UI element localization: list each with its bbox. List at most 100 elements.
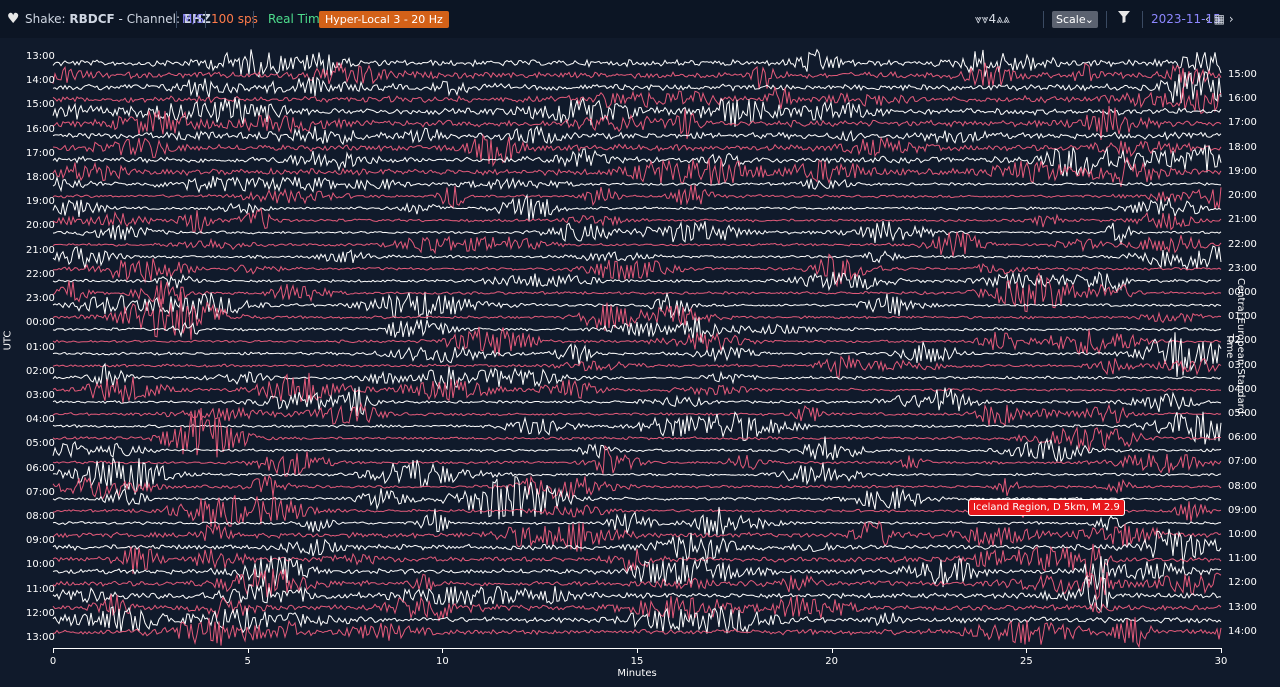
chevron-right-icon[interactable]: › (1228, 12, 1234, 26)
seismogram-trace (52, 436, 1222, 464)
heart-icon[interactable]: ♥ (7, 11, 20, 27)
cet-tick-label: 15:00 (1228, 69, 1257, 81)
seismogram-trace (52, 326, 1222, 356)
units-toggle[interactable]: M/S (182, 12, 205, 26)
zoom-navigation: ⩔⩔4⩓⩓ (975, 11, 1010, 27)
chevron-double-up-icon[interactable]: ⩓⩓ (996, 12, 1010, 26)
utc-tick-label: 21:00 (26, 244, 55, 256)
seismogram-trace (52, 317, 1222, 343)
utc-tick-label: 03:00 (26, 389, 55, 401)
seismogram-trace (52, 133, 1222, 167)
utc-tick-label: 10:00 (26, 559, 55, 571)
cet-tick-label: 12:00 (1228, 577, 1257, 589)
seismogram-trace (52, 444, 1222, 477)
cet-tick-label: 23:00 (1228, 262, 1257, 274)
top-toolbar: ♥ Shake: RBDCF - Channel: EHZ M/S 100 sp… (0, 0, 1280, 38)
calendar-icon[interactable]: ▦ (1213, 12, 1225, 26)
x-tick-label: 15 (630, 656, 644, 667)
seismogram-trace (52, 543, 1222, 578)
seismogram-trace (52, 457, 1222, 495)
cet-tick-label: 16:00 (1228, 93, 1257, 105)
realtime-toggle[interactable]: Real Time (268, 12, 328, 26)
x-tick-label: 30 (1214, 656, 1228, 667)
date-controls: ‹ ▦ › (1205, 11, 1234, 27)
cet-tick-label: 05:00 (1228, 407, 1257, 419)
cet-tick-label: 07:00 (1228, 456, 1257, 468)
x-tick-mark (1026, 648, 1028, 653)
x-tick-mark (53, 648, 54, 653)
cet-tick-label: 01:00 (1228, 311, 1257, 323)
seismogram-trace (52, 48, 1222, 79)
filter-button[interactable]: Hyper-Local 3 - 20 Hz (319, 11, 449, 28)
cet-tick-label: 00:00 (1228, 286, 1257, 298)
seismogram-trace (52, 156, 1222, 187)
utc-tick-label: 18:00 (26, 172, 55, 184)
cet-tick-label: 22:00 (1228, 238, 1257, 250)
x-tick-mark (247, 648, 249, 653)
seismogram-trace (52, 193, 1222, 222)
cet-tick-label: 09:00 (1228, 504, 1257, 516)
x-tick-label: 5 (244, 656, 251, 667)
utc-tick-label: 07:00 (26, 486, 55, 498)
seismogram-trace (52, 125, 1222, 146)
cet-tick-label: 21:00 (1228, 214, 1257, 226)
divider (176, 11, 177, 28)
seismogram-trace (52, 291, 1222, 340)
utc-tick-label: 20:00 (26, 220, 55, 232)
utc-tick-label: 22:00 (26, 268, 55, 280)
seismogram-trace (52, 605, 1222, 634)
channel-name: EHZ (183, 12, 211, 26)
earthquake-event-label[interactable]: Iceland Region, D 5km, M 2.9 (968, 499, 1125, 516)
seismogram-trace (52, 574, 1222, 613)
seismogram-trace (52, 71, 1222, 104)
cet-tick-label: 03:00 (1228, 359, 1257, 371)
utc-tick-label: 19:00 (26, 196, 55, 208)
seismogram-trace (52, 230, 1222, 257)
x-tick-label: 10 (435, 656, 449, 667)
seismogram-trace (52, 61, 1222, 89)
utc-axis-title: UTC (2, 330, 14, 351)
chevron-double-down-icon[interactable]: ⩔⩔ (975, 12, 989, 26)
utc-tick-label: 13:00 (26, 51, 55, 62)
utc-tick-label: 08:00 (26, 510, 55, 522)
utc-tick-label: 16:00 (26, 123, 55, 135)
utc-tick-label: 13:00 (26, 632, 55, 643)
seismogram-trace (52, 291, 1222, 320)
seismogram-trace (52, 221, 1222, 245)
seismogram-trace (52, 96, 1222, 127)
seismogram-trace (52, 144, 1222, 177)
sample-rate[interactable]: 100 sps (211, 12, 258, 26)
station-info: Shake: RBDCF - Channel: EHZ (25, 11, 211, 27)
seismogram-trace (52, 86, 1222, 115)
divider (1043, 11, 1044, 28)
seismogram-trace (52, 474, 1222, 501)
cet-axis-title: Central European Standard Time (1224, 278, 1246, 414)
seismogram-trace (52, 475, 1222, 520)
filter-icon[interactable] (1117, 10, 1131, 24)
date-display[interactable]: 2023-11-15 (1151, 12, 1221, 26)
scale-label: Scale (1056, 13, 1086, 26)
chevron-left-icon[interactable]: ‹ (1205, 12, 1210, 26)
seismogram-trace (52, 594, 1222, 622)
chevron-down-icon: ⌄ (1084, 13, 1094, 26)
cet-tick-label: 06:00 (1228, 432, 1257, 444)
seismogram-trace (52, 270, 1222, 293)
utc-tick-label: 14:00 (26, 75, 55, 87)
nav-value: 4 (988, 12, 997, 26)
cet-tick-label: 02:00 (1228, 335, 1257, 347)
x-tick-mark (1221, 648, 1222, 653)
cet-tick-label: 08:00 (1228, 480, 1257, 492)
scale-dropdown[interactable]: Scale ⌄ (1052, 11, 1098, 28)
x-tick-mark (637, 648, 638, 653)
x-tick-label: 20 (825, 656, 839, 667)
seismogram-trace (52, 207, 1222, 235)
x-tick-label: 25 (1019, 656, 1033, 667)
seismogram-trace (52, 175, 1222, 194)
utc-tick-label: 02:00 (26, 365, 55, 377)
divider (1142, 11, 1143, 28)
cet-tick-label: 17:00 (1228, 117, 1257, 129)
utc-tick-label: 05:00 (26, 438, 55, 450)
seismogram-trace (52, 272, 1222, 313)
seismogram-trace (52, 184, 1222, 210)
